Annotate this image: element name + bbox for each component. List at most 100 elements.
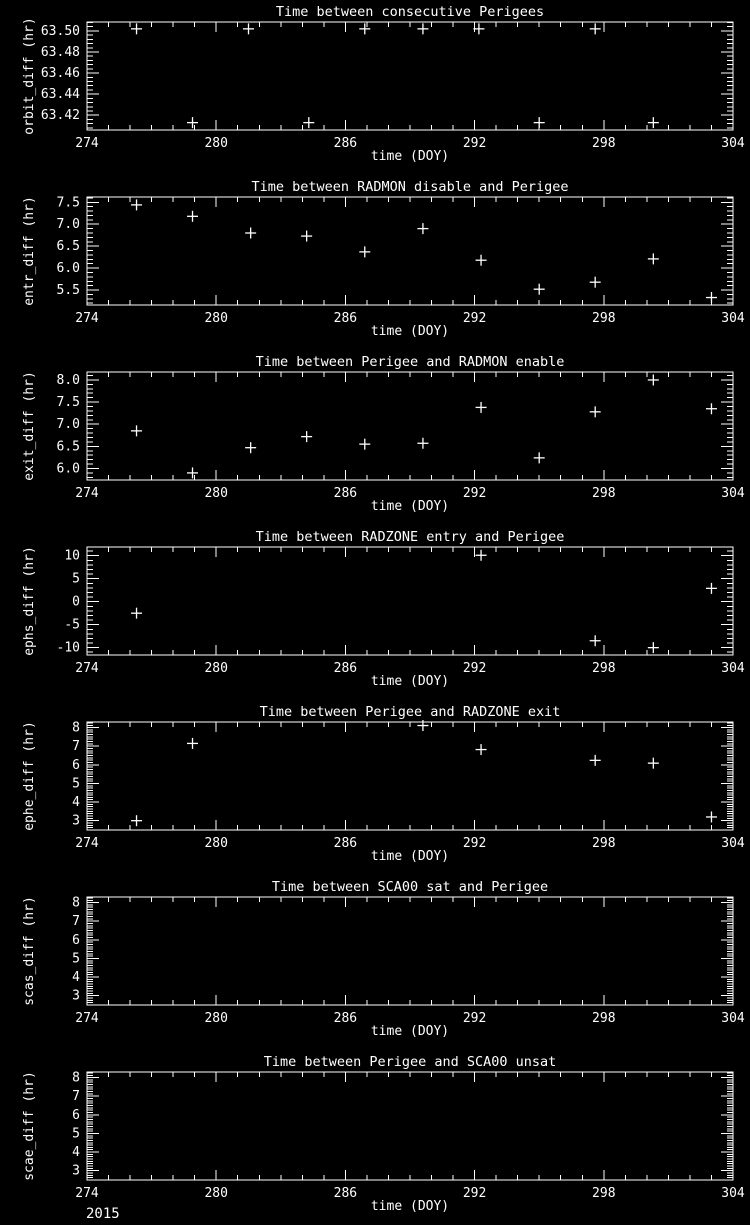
y-tick-label: 8 [72,896,80,911]
orbit-diff-plot: 274 280 286 292 298 304 63.42 63.44 63.46 63.48 63… [22,4,745,164]
subplot-3: 274 280 286 292 298 304 6.0 6.5 7.0 7.5 8.0 Time be… [0,350,750,525]
x-tick-label: 274 [75,836,99,851]
y-tick-label: 7 [72,1089,80,1104]
y-tick-label: 6.5 [57,239,80,254]
x-tick-label: 280 [204,311,227,326]
x-tick-label: 280 [204,661,227,676]
scas-diff-plot: 274 280 286 292 298 304 3 4 5 6 7 8 Time between SCA… [22,879,745,1039]
plot-title: Time between RADZONE entry and Perigee [256,529,565,545]
x-tick-label: 274 [75,311,99,326]
y-axis-label: ephe_diff (hr) [22,721,37,831]
x-tick-label: 298 [592,661,615,676]
y-tick-label: 6 [72,933,80,948]
x-tick-label: 280 [204,1186,227,1201]
x-tick-label: 298 [592,836,615,851]
plot-title: Time between SCA00 sat and Perigee [272,879,548,895]
data-points [131,549,717,654]
x-tick-label: 280 [204,836,227,851]
x-tick-label: 304 [721,311,745,326]
x-tick-label: 286 [334,311,357,326]
x-tick-label: 298 [592,136,615,151]
x-tick-label: 286 [334,1011,357,1026]
y-tick-label: 7.0 [57,217,80,232]
y-axis-label: ephs_diff (hr) [22,546,37,656]
y-tick-label: 63.44 [41,87,80,102]
y-tick-label: 8 [72,1071,80,1086]
subplot-2: 274 280 286 292 298 304 5.5 6.0 6.5 7.0 7.5 Time be… [0,175,750,350]
axes-frame [86,1071,734,1181]
y-tick-label: 8 [72,721,80,736]
y-tick-label: 6 [72,1108,80,1123]
y-tick-label: 7.5 [57,395,80,410]
x-tick-label: 304 [721,136,745,151]
subplot-1: 274 280 286 292 298 304 63.42 63.44 63.46 63.48 63… [0,0,750,175]
x-tick-label: 274 [75,1186,99,1201]
y-tick-label: 8.0 [57,373,80,388]
y-tick-label: 63.42 [41,108,80,123]
plot-title: Time between Perigee and SCA00 unsat [264,1054,557,1070]
y-axis-label: entr_diff (hr) [22,196,37,306]
x-tick-label: 292 [463,486,486,501]
x-tick-label: 292 [463,661,486,676]
y-tick-label: 7 [72,739,80,754]
x-tick-label: 298 [592,1011,615,1026]
x-tick-label: 280 [204,486,227,501]
plot-title: Time between Perigee and RADMON enable [256,354,565,370]
y-tick-label: 3 [72,814,80,829]
y-axis-label: orbit_diff (hr) [22,17,37,134]
x-tick-label: 286 [334,486,357,501]
x-tick-label: 280 [204,136,227,151]
y-axis-label: exit_diff (hr) [22,371,37,481]
subplot-6: 274 280 286 292 298 304 3 4 5 6 7 8 Time between SCA… [0,875,750,1050]
x-tick-label: 286 [334,136,357,151]
y-tick-label: 6.0 [57,461,80,476]
axes-frame [86,896,734,1006]
y-tick-label: 3 [72,989,80,1004]
subplot-4: 274 280 286 292 298 304 -10 -5 0 5 10 Time between … [0,525,750,700]
x-tick-label: 274 [75,661,99,676]
x-axis-label: time (DOY) [371,1199,449,1214]
y-tick-label: 5 [72,951,80,966]
x-tick-label: 298 [592,1186,615,1201]
x-tick-label: 286 [334,836,357,851]
axes-frame [86,21,734,131]
y-tick-label: 4 [72,1145,80,1160]
data-points [131,720,717,827]
x-axis-label: time (DOY) [371,1024,449,1039]
y-tick-label: 3 [72,1164,80,1179]
x-tick-label: 304 [721,1011,745,1026]
x-axis-label: time (DOY) [371,324,449,339]
data-points [131,199,717,304]
subplot-5: 274 280 286 292 298 304 3 4 5 6 7 8 Time between Per… [0,700,750,875]
x-tick-label: 304 [721,836,745,851]
x-tick-label: 286 [334,661,357,676]
x-tick-label: 298 [592,486,615,501]
axes-frame [86,196,734,306]
x-tick-label: 280 [204,1011,227,1026]
x-tick-label: 304 [721,661,745,676]
y-tick-label: 63.48 [41,45,80,60]
y-tick-label: 6 [72,758,80,773]
x-axis-label: time (DOY) [371,149,449,164]
x-tick-label: 292 [463,311,486,326]
y-tick-label: 7 [72,914,80,929]
x-axis-label: time (DOY) [371,849,449,864]
x-tick-label: 274 [75,136,99,151]
x-tick-label: 292 [463,1011,486,1026]
x-axis-label: time (DOY) [371,499,449,514]
y-tick-label: -10 [57,641,80,656]
x-tick-label: 292 [463,1186,486,1201]
y-tick-label: 7.5 [57,195,80,210]
subplot-7: 274 280 286 292 298 304 3 4 5 6 7 8 Time between Per… [0,1050,750,1225]
y-tick-label: 63.50 [41,24,80,39]
entr-diff-plot: 274 280 286 292 298 304 5.5 6.0 6.5 7.0 7.5 Time be… [22,179,745,339]
x-axis-label: time (DOY) [371,674,449,689]
exit-diff-plot: 274 280 286 292 298 304 6.0 6.5 7.0 7.5 8.0 Time be… [22,354,745,514]
x-tick-label: 304 [721,486,745,501]
plot-title: Time between consecutive Perigees [276,4,544,20]
axes-frame [86,546,734,656]
y-tick-label: 0 [72,595,80,610]
x-tick-label: 274 [75,1011,99,1026]
y-tick-label: 5.5 [57,283,80,298]
